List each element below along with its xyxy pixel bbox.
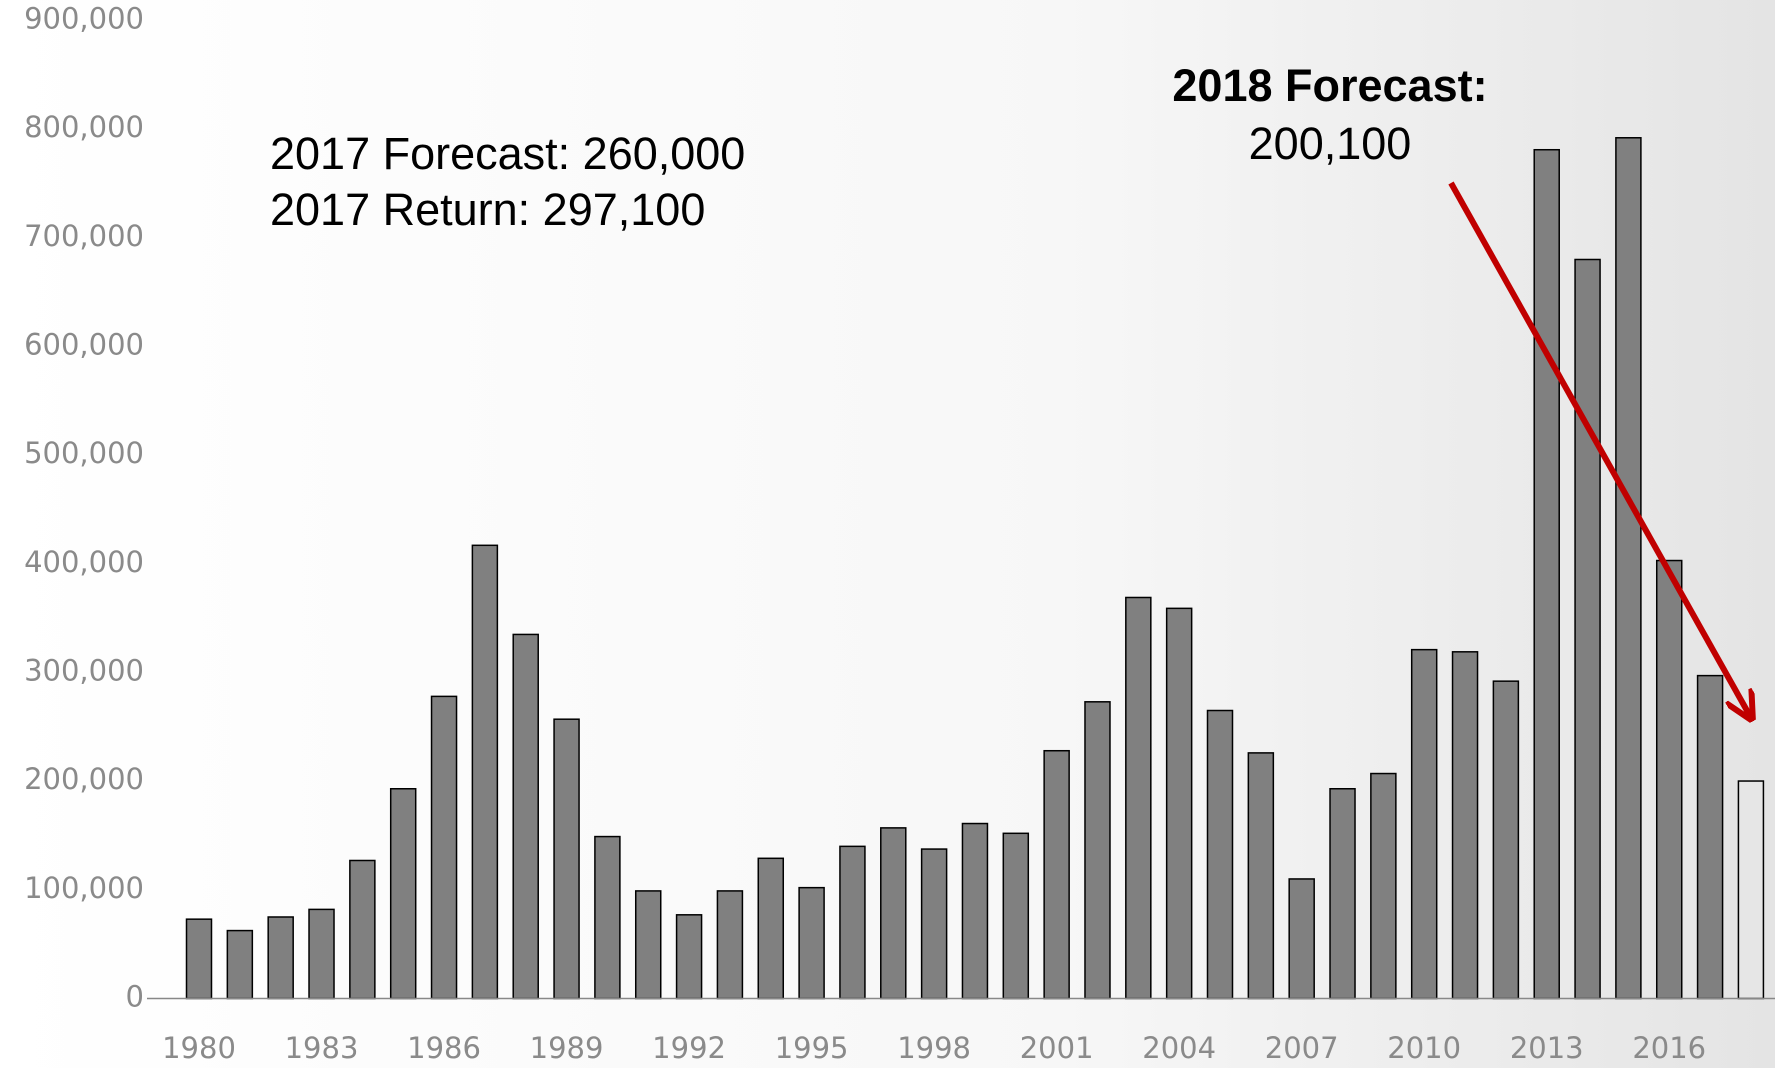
bar [185, 918, 213, 1000]
bar [1451, 651, 1479, 1000]
bar [1206, 709, 1234, 1000]
x-tick-label: 1980 [162, 1031, 236, 1065]
bar [226, 929, 254, 1000]
x-tick-label: 1995 [775, 1031, 849, 1065]
annotation: 2017 Return: 297,100 [270, 184, 705, 235]
bar [1329, 788, 1356, 1000]
bar [716, 890, 744, 1000]
x-tick-label: 2004 [1142, 1031, 1216, 1065]
bar [1574, 258, 1601, 1000]
bar [1655, 559, 1683, 1000]
y-tick-label: 100,000 [24, 871, 144, 905]
y-tick-label: 400,000 [24, 545, 144, 579]
x-tick-label: 1986 [407, 1031, 481, 1065]
annotation: 200,100 [1249, 118, 1412, 169]
x-tick-label: 2010 [1387, 1031, 1461, 1065]
bar [675, 914, 703, 1000]
annotation: 2017 Forecast: 260,000 [270, 128, 745, 179]
bar [1125, 596, 1152, 1000]
bar [634, 890, 662, 1000]
y-tick-label: 200,000 [24, 762, 144, 796]
bar [1737, 780, 1765, 1000]
bar [920, 848, 948, 1000]
y-tick-label: 700,000 [24, 219, 144, 253]
y-tick-label: 900,000 [24, 1, 144, 35]
bar [757, 857, 785, 1000]
x-tick-label: 1992 [652, 1031, 726, 1065]
y-tick-label: 800,000 [24, 110, 144, 144]
bar [1084, 701, 1111, 1000]
plot: 0 100,000 200,000 300,000 400,000 500,000 600,… [24, 1, 1775, 1065]
bar [1533, 148, 1560, 1000]
bar [1288, 878, 1315, 1000]
x-tick-label: 2001 [1020, 1031, 1094, 1065]
bar [594, 835, 621, 1000]
x-tick-label: 1989 [530, 1031, 604, 1065]
bar [1696, 674, 1724, 1000]
x-tick-label: 2016 [1632, 1031, 1706, 1065]
bar [430, 695, 458, 1000]
bar [553, 718, 580, 1000]
bar [471, 544, 499, 1000]
annotation: 2018 Forecast: [1172, 60, 1487, 111]
y-tick-label: 0 [126, 980, 144, 1014]
bar [308, 908, 335, 1000]
bar [798, 886, 825, 1000]
bar [1615, 137, 1642, 1000]
bar [961, 822, 989, 1000]
y-tick-label: 300,000 [24, 653, 144, 687]
bar [389, 788, 417, 1000]
bar [1247, 752, 1275, 1000]
x-tick-label: 1983 [285, 1031, 359, 1065]
x-tick-label: 2013 [1510, 1031, 1584, 1065]
bar [512, 633, 539, 1000]
bar [267, 916, 294, 1000]
x-tick-label: 1998 [897, 1031, 971, 1065]
y-tick-label: 600,000 [24, 327, 144, 361]
bar [880, 827, 907, 1000]
bar [1410, 648, 1438, 1000]
bar [1002, 832, 1030, 1000]
bar [1165, 607, 1193, 1000]
x-tick-label: 2007 [1265, 1031, 1339, 1065]
bar [839, 845, 866, 1000]
bar [1370, 772, 1397, 1000]
bar [1492, 680, 1520, 1000]
arrow [1448, 181, 1750, 716]
bar [1043, 749, 1070, 1000]
y-tick-label: 500,000 [24, 436, 144, 470]
bar [349, 859, 376, 1000]
